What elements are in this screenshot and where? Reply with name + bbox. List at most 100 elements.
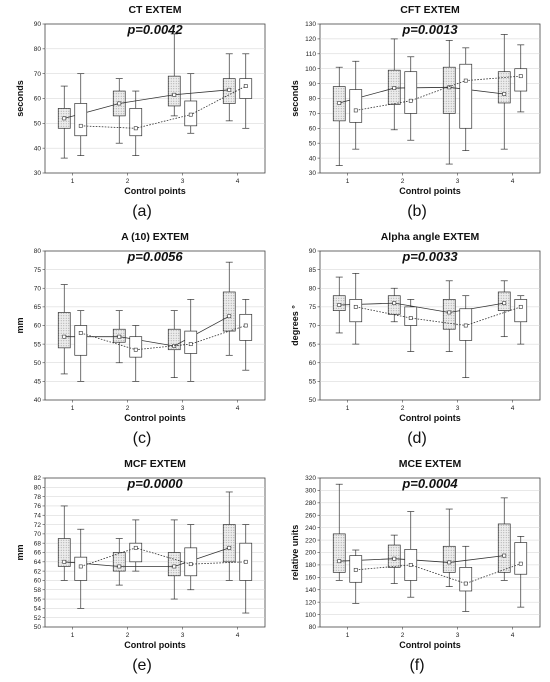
chart-title: MCE EXTEM (399, 458, 462, 470)
x-tick-label: 4 (236, 405, 240, 412)
x-tick-label: 4 (511, 405, 515, 412)
y-tick-label: 45 (34, 379, 42, 386)
mean-marker (337, 303, 342, 307)
y-tick-label: 70 (309, 111, 317, 118)
y-tick-label: 240 (305, 525, 316, 532)
box-plain (184, 547, 198, 577)
y-tick-label: 60 (34, 323, 42, 330)
y-tick-label: 52 (34, 615, 42, 622)
box-shaded (442, 66, 456, 114)
y-tick-label: 70 (309, 323, 317, 330)
y-tick-label: 180 (305, 562, 316, 569)
mean-line-dotted (355, 563, 521, 584)
panel-d: 50 55 60 65 70 75 80 85 90 1 2 3 4 Alpha angle EXTEM p… (275, 227, 550, 454)
x-tick-label: 3 (456, 405, 460, 412)
box-plain (404, 71, 418, 114)
x-tick-label: 4 (511, 632, 515, 639)
y-tick-label: 70 (34, 285, 42, 292)
y-tick-label: 80 (309, 285, 317, 292)
mean-marker (502, 553, 507, 558)
box-plain (349, 89, 363, 123)
y-axis-label: relative units (290, 525, 300, 581)
x-axis-label: Control points (399, 640, 461, 650)
mean-marker (447, 85, 452, 90)
x-axis-label: Control points (124, 413, 186, 423)
box-plain (459, 63, 473, 129)
panel-b-svg: 30 40 50 60 70 80 90 100 110 120 130 1 2 3 4 CFT EXTEM p… (290, 4, 541, 220)
mean-marker (408, 316, 413, 320)
mean-marker (447, 310, 452, 315)
y-tick-label: 30 (309, 170, 317, 177)
y-tick-label: 60 (309, 126, 317, 133)
box-plain (129, 542, 143, 563)
mean-marker (502, 92, 507, 96)
y-tick-label: 70 (34, 71, 42, 78)
mean-marker (518, 561, 523, 566)
mean-marker (227, 314, 232, 319)
x-tick-label: 3 (181, 178, 185, 185)
y-tick-label: 76 (34, 503, 42, 510)
x-tick-label: 1 (71, 178, 75, 185)
y-tick-label: 78 (34, 494, 42, 501)
panel-c: 40 45 50 55 60 65 70 75 80 1 2 3 4 A (10) EXTEM p=0.00… (0, 227, 275, 454)
box-shaded (497, 523, 511, 573)
panel-caption: (a) (132, 203, 152, 220)
panel-c-svg: 40 45 50 55 60 65 70 75 80 1 2 3 4 A (10) EXTEM p=0.00… (15, 231, 266, 447)
y-tick-label: 54 (34, 606, 42, 613)
y-tick-label: 80 (309, 96, 317, 103)
y-axis-label: degrees ° (290, 305, 300, 346)
y-tick-label: 50 (309, 397, 317, 404)
mean-line-dotted (355, 306, 521, 326)
box-shaded (57, 538, 71, 567)
y-tick-label: 40 (34, 397, 42, 404)
y-axis-label: mm (15, 317, 25, 333)
y-tick-label: 50 (34, 121, 42, 128)
box-shaded (57, 312, 71, 349)
y-tick-label: 100 (305, 612, 316, 619)
p-value: p=0.0056 (126, 249, 183, 264)
x-tick-label: 4 (236, 632, 240, 639)
p-value: p=0.0013 (401, 22, 458, 37)
mean-marker (518, 304, 523, 309)
y-tick-label: 80 (309, 624, 317, 631)
mean-marker (463, 581, 468, 586)
mean-line-dotted (80, 325, 246, 351)
box-plain (514, 68, 528, 92)
mean-marker (518, 74, 523, 79)
y-tick-label: 65 (34, 304, 42, 311)
mean-marker (243, 323, 248, 328)
x-tick-label: 2 (126, 178, 130, 185)
mean-marker (117, 564, 122, 569)
y-tick-label: 72 (34, 522, 42, 529)
y-tick-label: 300 (305, 488, 316, 495)
chart-title: CT EXTEM (128, 4, 181, 16)
mean-marker (463, 78, 468, 83)
mean-marker (337, 559, 342, 564)
mean-line-solid (64, 89, 230, 119)
x-tick-label: 1 (71, 632, 75, 639)
y-tick-label: 90 (34, 21, 42, 28)
box-plain (74, 103, 88, 137)
mean-marker (392, 86, 397, 90)
mean-line-solid (64, 315, 230, 347)
mean-marker (133, 126, 138, 131)
box-plain (514, 542, 528, 575)
y-tick-label: 82 (34, 475, 42, 482)
panel-a: 30 40 50 60 70 80 90 1 2 3 4 CT EXTEM p=0.0042 second… (0, 0, 275, 227)
x-tick-label: 4 (511, 178, 515, 185)
y-tick-label: 90 (309, 81, 317, 88)
mean-marker (188, 112, 193, 117)
panel-caption: (c) (133, 430, 152, 447)
mean-marker (62, 559, 67, 564)
box-plain (129, 336, 143, 358)
x-tick-label: 3 (181, 632, 185, 639)
panel-caption: (b) (407, 203, 427, 220)
y-tick-label: 55 (34, 341, 42, 348)
y-axis-label: seconds (15, 80, 25, 117)
x-axis-label: Control points (124, 640, 186, 650)
box-plain (459, 567, 473, 592)
x-tick-label: 2 (401, 632, 405, 639)
x-tick-label: 3 (456, 632, 460, 639)
mean-marker (172, 92, 177, 97)
mean-line-solid (64, 547, 230, 567)
